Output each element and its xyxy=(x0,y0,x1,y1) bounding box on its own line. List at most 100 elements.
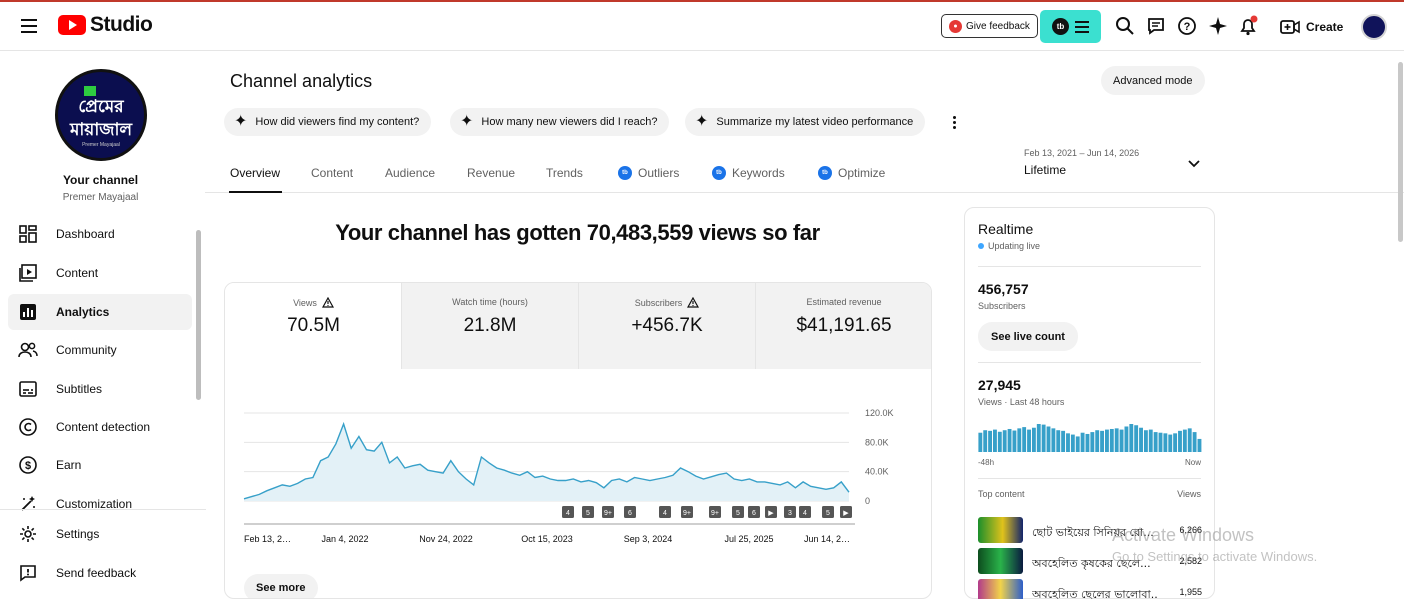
annotation-marker[interactable] xyxy=(681,506,693,518)
extension-menu-icon xyxy=(1075,20,1089,33)
metric-label: Subscribers xyxy=(634,297,683,308)
avatar-text-3: Premer Mayajaal xyxy=(82,142,120,148)
top-content-row[interactable]: অবহেলিত ছেলের ভালোবা... 1,955 xyxy=(978,579,1202,599)
annotation-label: 4 xyxy=(803,510,807,517)
help-icon[interactable]: ? xyxy=(1176,15,1198,37)
annotation-marker[interactable] xyxy=(784,506,796,518)
channel-name: Premer Mayajaal xyxy=(62,192,139,203)
extension-button[interactable]: tb xyxy=(1040,10,1101,43)
tab-overview[interactable]: Overview xyxy=(230,166,281,180)
top-content-row[interactable]: অবহেলিত কৃষকের ছেলে... 2,582 xyxy=(978,548,1202,576)
page-title: Channel analytics xyxy=(230,71,373,91)
more-options-icon[interactable] xyxy=(946,112,962,132)
sparkle-icon: ✦ xyxy=(460,113,474,130)
analytics-icon xyxy=(18,302,38,322)
realtime-bar xyxy=(1095,430,1100,452)
realtime-axis-start: -48h xyxy=(978,458,995,467)
tab-outliers[interactable]: tb Outliers xyxy=(618,166,679,180)
suggestion-chip-2[interactable]: ✦ How many new viewers did I reach? xyxy=(450,108,670,136)
advanced-mode-button[interactable]: Advanced mode xyxy=(1101,66,1205,95)
annotation-marker[interactable] xyxy=(602,506,614,518)
realtime-bar-chart[interactable] xyxy=(978,422,1202,452)
realtime-bar xyxy=(988,430,993,452)
y-tick-label: 80.0K xyxy=(865,437,889,447)
metric-views[interactable]: Views 70.5M xyxy=(225,283,402,369)
earn-icon: $ xyxy=(18,455,38,475)
realtime-bar xyxy=(978,432,983,452)
page-scrollbar[interactable] xyxy=(1398,62,1403,242)
sidebar-scrollbar[interactable] xyxy=(196,230,201,400)
annotation-marker[interactable] xyxy=(748,506,760,518)
tab-keywords[interactable]: tb Keywords xyxy=(712,166,785,180)
messages-icon[interactable] xyxy=(1145,15,1167,37)
annotation-marker[interactable] xyxy=(709,506,721,518)
tab-optimize[interactable]: tb Optimize xyxy=(818,166,885,180)
annotation-label: 5 xyxy=(826,510,830,517)
annotation-label: ▶ xyxy=(843,510,849,517)
annotation-marker[interactable] xyxy=(799,506,811,518)
annotation-marker[interactable] xyxy=(659,506,671,518)
views-chart[interactable]: 120.0K 80.0K 40.0K 0 4 5 9+ 6 4 9+ 9+ 5 6 ▶ 3 4 5 ▶ Feb 13… xyxy=(225,369,931,571)
give-feedback-button[interactable]: ● Give feedback xyxy=(941,14,1038,38)
annotation-label: 9+ xyxy=(711,510,719,517)
top-content-row[interactable]: ছোট ভাইয়ের সিনিয়র রো... 6,266 xyxy=(978,517,1202,545)
annotation-marker[interactable] xyxy=(840,506,852,518)
menu-icon[interactable] xyxy=(18,15,40,37)
studio-logo[interactable]: Studio xyxy=(58,13,153,37)
realtime-bar xyxy=(1027,429,1031,452)
tab-audience[interactable]: Audience xyxy=(385,166,436,180)
tab-revenue[interactable]: Revenue xyxy=(467,166,516,180)
realtime-bar xyxy=(1182,429,1187,452)
sidebar-item-content[interactable]: Content xyxy=(8,255,192,291)
realtime-views-value: 27,945 xyxy=(978,377,1021,393)
suggestion-chip-1[interactable]: ✦ How did viewers find my content? xyxy=(224,108,432,136)
metric-watch-time[interactable]: Watch time (hours) 21.8M xyxy=(401,283,578,369)
sidebar-item-settings[interactable]: Settings xyxy=(8,516,192,552)
sidebar-item-customization[interactable]: Customization xyxy=(8,486,192,522)
channel-avatar[interactable]: প্রেমের মায়াজাল Premer Mayajaal xyxy=(55,69,147,161)
notifications-icon[interactable] xyxy=(1237,15,1259,37)
sidebar-item-label: Analytics xyxy=(56,305,110,319)
sidebar-item-label: Community xyxy=(56,343,117,357)
tab-content[interactable]: Content xyxy=(311,166,354,180)
annotation-label: 4 xyxy=(663,510,667,517)
annotation-marker[interactable] xyxy=(562,506,574,518)
sidebar-item-earn[interactable]: $ Earn xyxy=(8,447,192,483)
search-icon[interactable] xyxy=(1114,15,1136,37)
chevron-down-icon[interactable] xyxy=(1187,157,1201,171)
sidebar-item-dashboard[interactable]: Dashboard xyxy=(8,216,192,252)
see-live-count-button[interactable]: See live count xyxy=(978,322,1078,351)
annotation-marker[interactable] xyxy=(582,506,594,518)
x-tick-label: Feb 13, 2… xyxy=(244,534,291,544)
suggestion-chip-3[interactable]: ✦ Summarize my latest video performance xyxy=(685,108,926,136)
sidebar-item-subtitles[interactable]: Subtitles xyxy=(8,371,192,407)
realtime-bar xyxy=(1148,429,1153,452)
see-more-button[interactable]: See more xyxy=(244,574,318,598)
sparkle-icon[interactable] xyxy=(1207,15,1229,37)
sidebar-item-analytics[interactable]: Analytics xyxy=(8,294,192,330)
sidebar-item-send-feedback[interactable]: Send feedback xyxy=(8,555,192,591)
sidebar-item-label: Dashboard xyxy=(56,227,115,241)
date-range[interactable]: Feb 13, 2021 – Jun 14, 2026 xyxy=(1024,148,1140,158)
sidebar-item-community[interactable]: Community xyxy=(8,332,192,368)
realtime-bar xyxy=(1066,433,1070,452)
content-icon xyxy=(18,263,38,283)
x-tick-label: Jun 14, 2… xyxy=(804,534,850,544)
feedback-icon xyxy=(18,563,38,583)
metric-subscribers[interactable]: Subscribers +456.7K xyxy=(578,283,755,369)
create-button[interactable]: Create xyxy=(1272,12,1351,42)
metric-revenue[interactable]: Estimated revenue $41,191.65 xyxy=(755,283,931,369)
realtime-bar xyxy=(1119,429,1124,452)
annotation-marker[interactable] xyxy=(765,506,777,518)
your-channel-label: Your channel xyxy=(62,173,139,187)
account-avatar[interactable] xyxy=(1361,14,1387,40)
annotation-marker[interactable] xyxy=(732,506,744,518)
annotation-marker[interactable] xyxy=(822,506,834,518)
tab-trends[interactable]: Trends xyxy=(546,166,583,180)
annotation-label: 9+ xyxy=(604,510,612,517)
annotation-marker[interactable] xyxy=(624,506,636,518)
date-period[interactable]: Lifetime xyxy=(1024,163,1067,177)
video-thumbnail xyxy=(978,517,1023,543)
sidebar-item-content-detection[interactable]: Content detection xyxy=(8,409,192,445)
svg-text:$: $ xyxy=(25,460,31,472)
